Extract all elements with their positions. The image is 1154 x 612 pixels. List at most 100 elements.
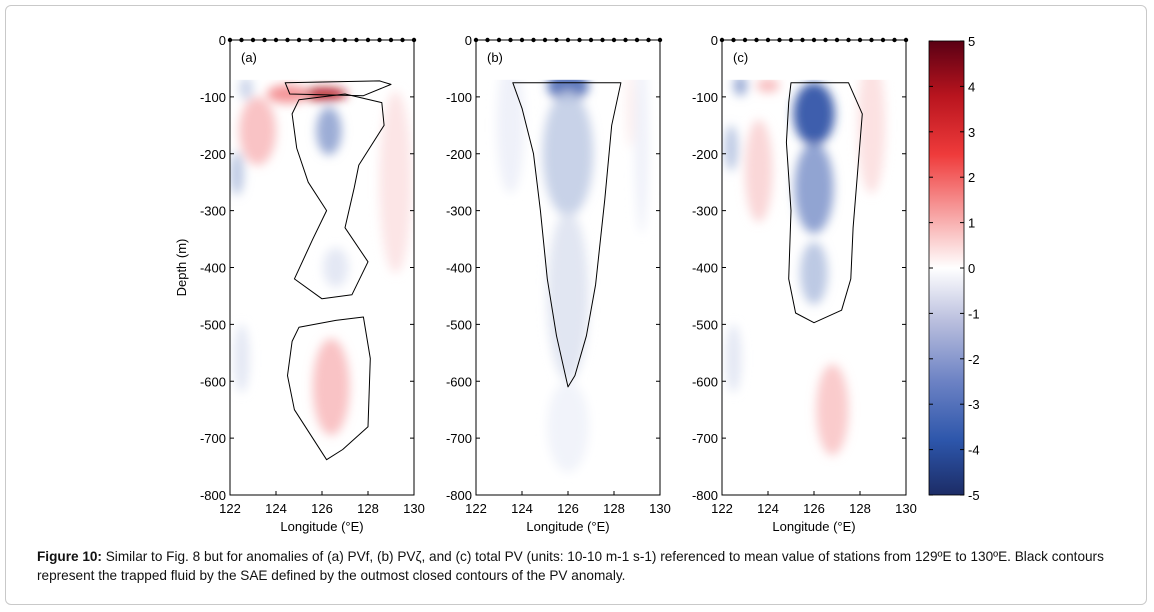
y-tick-label: -300 xyxy=(446,204,472,219)
station-marker xyxy=(296,37,302,43)
colorbar: 5 4 3 2 1 0 -1 -2 -3 -4 -5 xyxy=(928,34,980,503)
station-marker xyxy=(496,37,502,43)
y-tick-label: -200 xyxy=(692,147,718,162)
station-marker xyxy=(800,37,805,43)
y-tick-label: -800 xyxy=(692,488,718,503)
heatmap-blob xyxy=(733,75,748,96)
station-marker xyxy=(308,37,313,43)
station-marker xyxy=(531,37,536,43)
station-marker xyxy=(273,37,279,43)
colorbar-tick-label: -5 xyxy=(968,488,980,503)
station-marker xyxy=(388,37,394,43)
colorbar-tick-label: 2 xyxy=(968,170,975,185)
x-tick-label: 130 xyxy=(895,501,917,516)
x-tick-label: 122 xyxy=(465,501,487,516)
x-axis-label: Longitude (°E) xyxy=(280,519,363,534)
y-tick-label: -400 xyxy=(200,261,226,276)
station-marker xyxy=(846,37,851,43)
y-tick-label: -600 xyxy=(200,374,226,389)
colorbar-tick-label: 0 xyxy=(968,261,975,276)
heatmap-field xyxy=(476,40,660,473)
heatmap-blob xyxy=(266,84,309,104)
station-marker xyxy=(565,37,571,43)
nodata-mask xyxy=(476,40,660,80)
station-marker xyxy=(892,37,897,43)
heatmap-blob xyxy=(794,142,834,234)
station-marker xyxy=(239,37,244,43)
heatmap-blob xyxy=(230,152,244,196)
y-tick-label: -100 xyxy=(200,90,226,105)
x-tick-label: 122 xyxy=(711,501,733,516)
y-tick-label: -500 xyxy=(446,317,472,332)
y-tick-label: -700 xyxy=(446,431,472,446)
station-marker xyxy=(508,37,513,43)
heatmap-blob xyxy=(857,57,886,194)
x-tick-label: 124 xyxy=(757,501,779,516)
panel-label: (c) xyxy=(733,50,748,65)
y-tick-label: -700 xyxy=(692,431,718,446)
colorbar-tick-label: -1 xyxy=(968,306,980,321)
station-marker xyxy=(623,37,628,43)
x-tick-label: 126 xyxy=(311,501,333,516)
heatmap-blob xyxy=(793,82,835,146)
panel-label: (b) xyxy=(487,50,503,65)
station-marker xyxy=(611,37,617,43)
heatmap-blob xyxy=(800,241,828,305)
y-tick-label: -800 xyxy=(200,488,226,503)
heatmap-blob xyxy=(496,57,525,194)
station-marker xyxy=(365,37,371,43)
x-tick-label: 124 xyxy=(265,501,287,516)
station-marker xyxy=(880,37,886,43)
contour-line xyxy=(512,82,622,388)
heatmap-blob xyxy=(239,76,254,100)
heatmap-blob xyxy=(323,247,349,288)
heatmap-blob xyxy=(379,91,412,274)
panel-label: (a) xyxy=(241,50,257,65)
station-marker xyxy=(811,37,817,43)
station-marker xyxy=(400,37,405,43)
x-axis-label: Longitude (°E) xyxy=(526,519,609,534)
x-tick-label: 130 xyxy=(649,501,671,516)
station-marker xyxy=(554,37,559,43)
heatmap-blob xyxy=(634,51,649,234)
colorbar-tick-label: 5 xyxy=(968,34,975,49)
y-tick-label: -300 xyxy=(200,204,226,219)
heatmap-blob xyxy=(312,338,350,436)
y-tick-label: -100 xyxy=(446,90,472,105)
station-marker xyxy=(331,37,336,43)
colorbar-bar xyxy=(928,40,965,496)
station-marker xyxy=(519,37,525,43)
heatmap-blob xyxy=(233,324,250,393)
colorbar-tick-label: -3 xyxy=(968,397,980,412)
colorbar-tick-label: -2 xyxy=(968,352,980,367)
x-tick-label: 122 xyxy=(219,501,241,516)
station-marker xyxy=(765,37,771,43)
x-tick-label: 128 xyxy=(603,501,625,516)
station-marker xyxy=(731,37,736,43)
y-tick-label: -700 xyxy=(200,431,226,446)
station-marker xyxy=(754,37,759,43)
y-tick-label: 0 xyxy=(465,33,472,48)
station-marker xyxy=(742,37,748,43)
station-marker xyxy=(262,37,267,43)
contour-line xyxy=(284,80,392,97)
station-marker xyxy=(542,37,548,43)
nodata-mask xyxy=(722,40,906,80)
station-marker xyxy=(600,37,605,43)
heatmap-blob xyxy=(816,364,849,456)
station-marker xyxy=(577,37,582,43)
x-tick-label: 124 xyxy=(511,501,533,516)
heatmap-blob xyxy=(542,91,594,217)
station-marker xyxy=(857,37,863,43)
colorbar-tick-label: -4 xyxy=(968,443,980,458)
x-tick-label: 126 xyxy=(803,501,825,516)
y-tick-label: -100 xyxy=(692,90,718,105)
y-tick-label: 0 xyxy=(219,33,226,48)
heatmap-blob xyxy=(316,107,342,155)
x-axis-label: Longitude (°E) xyxy=(772,519,855,534)
